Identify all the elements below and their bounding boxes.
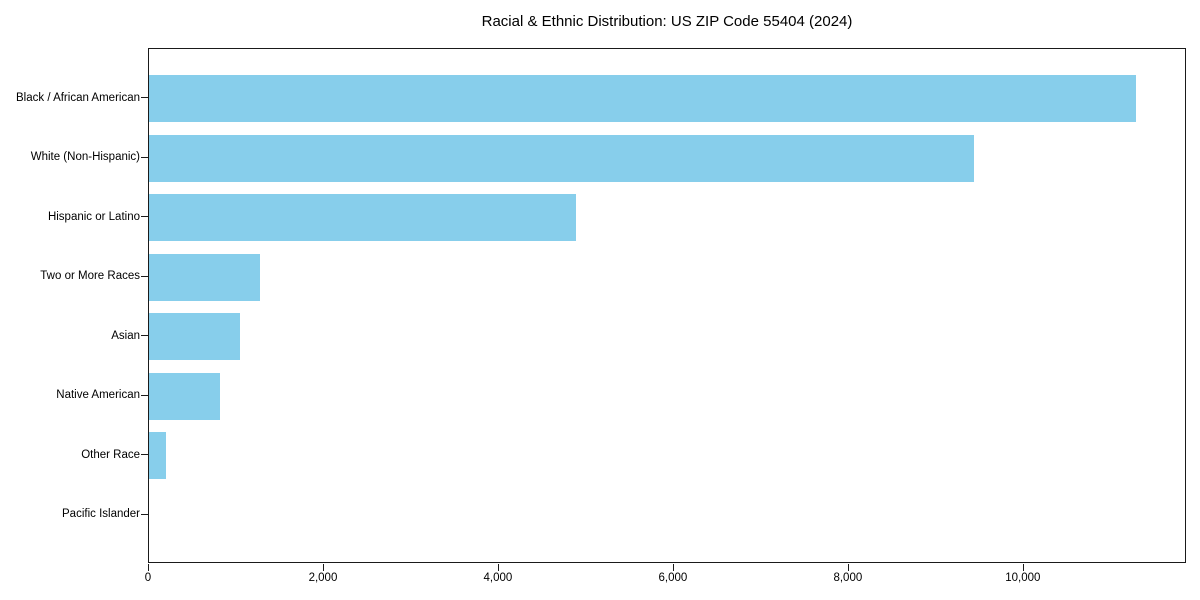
y-axis-label-black-african-american: Black / African American bbox=[16, 91, 140, 104]
y-axis-tick bbox=[141, 513, 148, 515]
bar-native-american bbox=[149, 372, 220, 420]
bar-black-african-american bbox=[149, 75, 1136, 123]
bar-other-race bbox=[149, 432, 166, 480]
bar-two-or-more-races bbox=[149, 253, 260, 301]
x-axis-tick bbox=[1022, 564, 1024, 571]
plot-area bbox=[148, 48, 1186, 563]
y-axis-tick bbox=[141, 156, 148, 158]
x-axis-tick-label-2000: 2,000 bbox=[308, 572, 338, 584]
y-axis-label-asian: Asian bbox=[111, 329, 140, 342]
x-axis-tick-label-0: 0 bbox=[144, 572, 152, 584]
x-axis-tick-label-10000: 10,000 bbox=[1005, 572, 1041, 584]
y-axis-tick bbox=[141, 97, 148, 99]
y-axis-label-other-race: Other Race bbox=[81, 448, 140, 461]
bar-row bbox=[149, 307, 1185, 367]
bar-row bbox=[149, 188, 1185, 248]
x-axis-tick bbox=[847, 564, 849, 571]
x-axis-tick-label-6000: 6,000 bbox=[658, 572, 688, 584]
y-axis-tick bbox=[141, 216, 148, 218]
x-axis-tick bbox=[497, 564, 499, 571]
bar-row bbox=[149, 129, 1185, 189]
x-axis-tick bbox=[148, 564, 149, 571]
x-axis-tick-label-8000: 8,000 bbox=[833, 572, 863, 584]
y-axis-label-two-or-more-races: Two or More Races bbox=[40, 270, 140, 283]
y-axis-label-white-non-hispanic: White (Non-Hispanic) bbox=[30, 151, 140, 164]
bar-row bbox=[149, 69, 1185, 129]
x-axis-tick-label-4000: 4,000 bbox=[483, 572, 513, 584]
y-axis-tick bbox=[141, 335, 148, 337]
bar-row bbox=[149, 248, 1185, 308]
bars-container bbox=[149, 49, 1185, 562]
bar-row bbox=[149, 486, 1185, 546]
y-axis-label-pacific-islander: Pacific Islander bbox=[62, 508, 140, 521]
chart-title: Racial & Ethnic Distribution: US ZIP Cod… bbox=[481, 13, 853, 30]
y-axis-label-native-american: Native American bbox=[56, 389, 140, 402]
bar-asian bbox=[149, 313, 240, 361]
x-axis-tick bbox=[672, 564, 674, 571]
bar-hispanic-or-latino bbox=[149, 194, 576, 242]
bar-row bbox=[149, 426, 1185, 486]
x-axis-tick bbox=[322, 564, 324, 571]
y-axis-tick bbox=[141, 454, 148, 456]
y-axis-tick bbox=[141, 394, 148, 396]
bar-white-non-hispanic bbox=[149, 134, 975, 182]
y-axis-label-hispanic-or-latino: Hispanic or Latino bbox=[47, 210, 140, 223]
bar-row bbox=[149, 367, 1185, 427]
y-axis-tick bbox=[141, 275, 148, 277]
